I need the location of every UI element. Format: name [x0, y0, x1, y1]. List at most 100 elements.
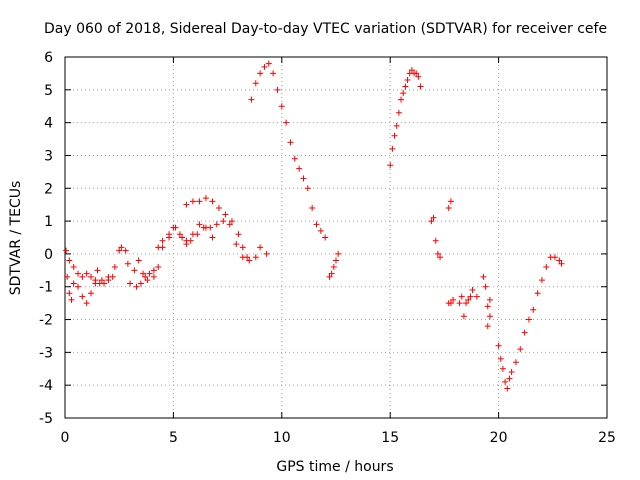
data-point: [233, 241, 240, 248]
data-point: [525, 316, 532, 323]
data-point: [445, 204, 452, 211]
data-point: [155, 244, 162, 251]
data-point: [456, 300, 463, 307]
data-point: [248, 96, 255, 103]
data-point: [220, 218, 227, 225]
data-point: [88, 273, 95, 280]
data-point: [142, 273, 149, 280]
data-point: [313, 221, 320, 228]
x-axis-label: GPS time / hours: [276, 459, 393, 475]
y-tick-label: -5: [39, 411, 53, 427]
data-point: [508, 369, 515, 376]
y-tick-label: 1: [44, 214, 53, 230]
data-point: [146, 270, 153, 277]
data-point: [309, 204, 316, 211]
series-trace-8: [428, 198, 457, 307]
data-point: [504, 385, 511, 392]
data-point: [144, 277, 151, 284]
data-point: [209, 234, 216, 241]
x-tick-label: 15: [381, 430, 399, 446]
x-tick-label: 0: [61, 430, 70, 446]
data-point: [183, 237, 190, 244]
data-point: [434, 250, 441, 257]
y-tick-label: -3: [39, 345, 53, 361]
data-point: [486, 296, 493, 303]
data-point: [202, 224, 209, 231]
data-point: [551, 254, 558, 261]
y-tick-labels: -5 -4 -3 -2 -1 0 1 2 3 4 5 6: [39, 50, 53, 427]
data-point: [202, 195, 209, 202]
y-tick-label: 5: [44, 83, 53, 99]
data-point: [101, 280, 108, 287]
data-point: [189, 231, 196, 238]
data-point: [432, 237, 439, 244]
data-point: [98, 277, 105, 284]
data-point: [497, 355, 504, 362]
data-point: [118, 244, 125, 251]
data-point: [428, 218, 435, 225]
data-point: [287, 139, 294, 146]
data-point: [328, 270, 335, 277]
data-point: [465, 296, 472, 303]
data-point: [408, 67, 415, 74]
y-tick-label: 3: [44, 148, 53, 164]
grid: [65, 57, 607, 418]
data-point: [150, 267, 157, 274]
data-point: [484, 303, 491, 310]
data-point: [317, 227, 324, 234]
data-point: [447, 198, 454, 205]
y-tick-label: 2: [44, 181, 53, 197]
data-point: [226, 221, 233, 228]
data-point: [333, 257, 339, 264]
data-point: [283, 119, 290, 126]
data-point: [105, 273, 112, 280]
data-point: [300, 175, 307, 182]
data-point: [68, 296, 75, 303]
series-trace-6: [326, 250, 342, 280]
y-tick-label: -2: [39, 313, 53, 329]
series-trace-5: [248, 60, 329, 241]
data-point: [274, 86, 281, 93]
data-point: [482, 283, 489, 290]
data-point: [467, 293, 474, 300]
data-point: [133, 283, 140, 290]
y-tick-label: -4: [39, 378, 53, 394]
data-point: [263, 250, 270, 257]
data-point: [122, 247, 129, 254]
data-point: [530, 306, 537, 313]
data-point: [179, 234, 186, 241]
data-point: [70, 264, 77, 271]
data-point: [228, 218, 235, 225]
data-point: [63, 247, 70, 254]
x-tick-label: 20: [490, 430, 508, 446]
data-point: [183, 201, 190, 208]
data-point: [170, 224, 177, 231]
data-point: [83, 270, 90, 277]
data-point: [430, 214, 437, 221]
data-point: [517, 346, 524, 353]
axis-ticks: [64, 56, 608, 419]
series-trace-3: [183, 195, 251, 261]
data-point: [296, 165, 303, 172]
data-point: [304, 185, 311, 192]
data-point: [463, 300, 470, 307]
data-point: [75, 270, 82, 277]
data-point: [402, 83, 409, 90]
data-point: [222, 211, 229, 218]
y-axis-label: SDTVAR / TECUs: [8, 181, 24, 296]
data-point: [261, 63, 268, 70]
data-point: [278, 103, 285, 110]
data-point: [246, 257, 253, 264]
y-tick-label: 0: [44, 247, 53, 263]
data-point: [512, 359, 519, 366]
data-point: [196, 198, 203, 205]
data-point: [239, 244, 246, 251]
data-point: [131, 267, 138, 274]
data-point: [257, 244, 264, 251]
data-point: [92, 277, 99, 284]
data-point: [398, 96, 405, 103]
data-point: [252, 80, 259, 87]
data-point: [291, 155, 298, 162]
data-point: [75, 283, 82, 290]
